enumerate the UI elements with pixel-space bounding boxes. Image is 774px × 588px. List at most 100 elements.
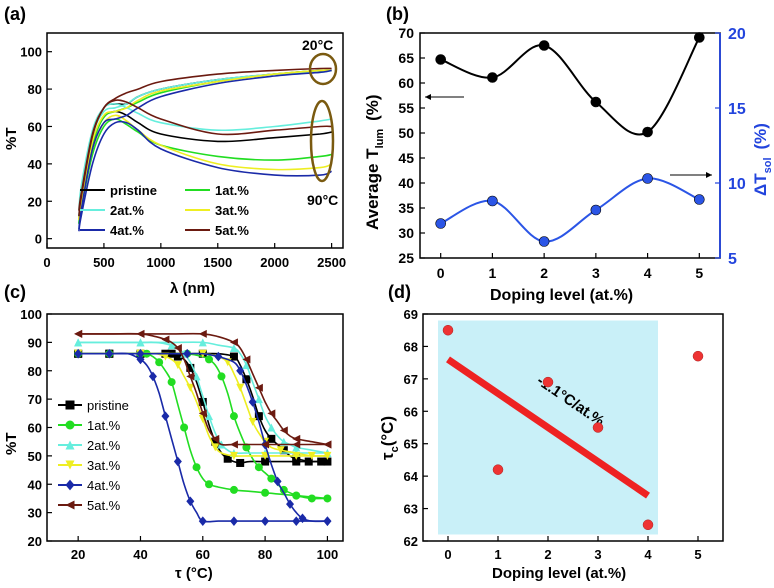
series-line-heat [78, 332, 328, 446]
data-marker [261, 457, 270, 466]
data-point [538, 236, 550, 247]
data-marker [279, 426, 288, 435]
y-tick-label-left: 40 [398, 175, 414, 191]
fit-line [446, 356, 650, 499]
arrow-left-head [425, 94, 431, 100]
svg-text:τc(°C): τc(°C) [378, 416, 401, 460]
data-point [642, 173, 653, 184]
legend-marker [65, 400, 75, 410]
y-tick-label: 64 [404, 469, 419, 484]
legend-label: 5at.% [87, 498, 121, 513]
data-marker [267, 474, 276, 483]
data-point [694, 194, 705, 205]
data-marker [267, 409, 276, 418]
panel-a-label: (a) [4, 4, 26, 24]
data-marker [254, 395, 263, 404]
data-marker [180, 423, 189, 432]
data-marker [229, 352, 238, 361]
ylabel-left-main: Average T [363, 148, 382, 230]
ylabel-left-unit: (%) [363, 94, 382, 120]
x-tick-label: 0 [444, 547, 451, 562]
data-point [492, 464, 504, 475]
panel-a-series [78, 67, 332, 232]
panel-b-label: (b) [386, 4, 409, 24]
data-point [642, 519, 654, 531]
data-marker [236, 383, 245, 392]
data-marker [136, 329, 145, 338]
panel-b-frame [419, 32, 721, 259]
data-marker [186, 363, 195, 372]
y-tick-label: 90 [28, 335, 42, 350]
series-line-20c [78, 69, 332, 224]
panel-a-legend: pristine 1at.% 2at.% 3at.% 4at.% 5at.% [80, 183, 249, 238]
data-marker [254, 383, 263, 392]
data-marker [323, 516, 332, 526]
data-marker [292, 457, 301, 466]
panel-a-xlabel: λ (nm) [170, 280, 215, 297]
panel-b-ylabel-right: ΔTsol (%) [751, 123, 774, 196]
panel-d-label: (d) [388, 282, 411, 302]
y-tick-label: 60 [28, 421, 42, 436]
data-marker [173, 352, 182, 361]
y-tick-label-left: 60 [398, 75, 414, 91]
x-tick-label: 5 [694, 547, 701, 562]
legend-marker [65, 420, 75, 430]
panel-b-series [435, 32, 705, 247]
data-point [694, 32, 705, 43]
data-marker [292, 434, 301, 443]
series-line-90c [78, 120, 332, 232]
data-point [592, 422, 604, 433]
data-marker [205, 355, 214, 364]
y-tick-label: 65 [404, 437, 418, 452]
legend-label: 2at.% [110, 203, 144, 218]
panel-a-frame [46, 32, 344, 249]
data-marker [214, 351, 223, 362]
x-tick-label: 40 [133, 547, 147, 562]
x-tick-label: 100 [317, 547, 339, 562]
y-tick-label: 62 [404, 534, 418, 549]
panel-d-frame [422, 313, 724, 542]
ylabel-d-sub: c [389, 446, 401, 452]
ylabel-d-unit: (°C) [378, 416, 397, 446]
x-tick-label: 5 [695, 265, 703, 281]
x-tick-label: 80 [258, 547, 272, 562]
data-marker [286, 499, 295, 509]
data-marker [211, 434, 220, 443]
series-line-90c [78, 118, 332, 224]
series-line-20c [78, 69, 332, 230]
data-marker [292, 491, 301, 500]
data-marker [229, 451, 238, 460]
y-tick-label: 80 [28, 364, 42, 379]
y-tick-label-left: 50 [398, 125, 414, 141]
data-marker [167, 341, 176, 350]
x-tick-label: 3 [592, 265, 600, 281]
series-line [440, 37, 701, 136]
panel-c-xlabel: τ (°C) [175, 565, 213, 582]
series-line-90c [78, 99, 332, 211]
legend-label: 1at.% [87, 418, 121, 433]
y-tick-label: 60 [28, 119, 42, 134]
data-marker [136, 348, 145, 359]
series-line-90c [78, 103, 332, 211]
data-point [590, 96, 602, 108]
data-marker [242, 443, 251, 452]
data-point [542, 376, 554, 388]
panel-d: (d) 0 1 2 3 4 5 62 63 64 65 66 67 68 69 -1.1°C/at.% D… [378, 282, 724, 582]
annotation-90c: 90°C [307, 192, 338, 208]
data-marker [148, 371, 157, 382]
annotation-20c: 20°C [302, 37, 333, 53]
panel-c-axes: 20 40 60 80 100 20 30 40 50 60 70 80 90 100 [20, 307, 338, 562]
data-marker [276, 446, 285, 455]
x-tick-label: 1 [489, 265, 497, 281]
x-tick-label: 2500 [317, 255, 346, 270]
data-marker [105, 348, 114, 359]
data-marker [292, 451, 301, 460]
y-tick-label-right: 5 [728, 251, 737, 268]
data-marker [242, 375, 251, 384]
data-marker [292, 440, 301, 449]
data-marker [236, 365, 245, 376]
data-point [590, 204, 602, 216]
data-marker [167, 378, 176, 387]
